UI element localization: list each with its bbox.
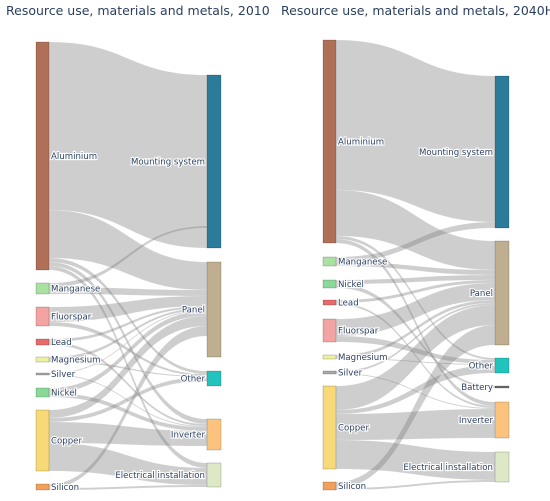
target-node-panel xyxy=(494,240,510,346)
source-node-magnesium xyxy=(322,354,337,360)
link-copper-to-electrical-installation xyxy=(335,439,496,481)
chart-title: Resource use, materials and metals, 2010 xyxy=(6,3,270,18)
sankey-nodes: Aluminium Manganese Fluorspar Lead Magnesium… xyxy=(35,41,222,494)
chart-title: Resource use, materials and metals, 2040… xyxy=(281,3,550,18)
source-label-magnesium: Magnesium xyxy=(51,356,101,366)
source-node-fluorspar xyxy=(35,306,50,327)
target-node-other xyxy=(206,370,222,387)
target-node-mounting-system xyxy=(494,75,510,229)
source-label-silicon: Silicon xyxy=(51,483,79,493)
target-node-mounting-system xyxy=(206,74,222,249)
source-node-nickel xyxy=(322,279,337,289)
sankey-nodes: Aluminium Manganese Nickel Lead Fluorspar Mag… xyxy=(322,39,510,493)
source-label-silicon: Silicon xyxy=(338,482,366,492)
source-node-manganese xyxy=(35,282,50,295)
source-label-nickel: Nickel xyxy=(338,280,364,290)
source-label-lead: Lead xyxy=(338,299,359,309)
sankey-links xyxy=(48,41,208,491)
target-label-panel: Panel xyxy=(470,289,493,299)
source-node-lead xyxy=(322,299,337,306)
source-node-lead xyxy=(35,338,50,346)
source-label-aluminium: Aluminium xyxy=(338,138,384,148)
source-label-aluminium: Aluminium xyxy=(51,152,97,162)
target-node-inverter xyxy=(206,418,222,451)
source-node-aluminium xyxy=(35,41,50,271)
source-node-manganese xyxy=(322,256,337,267)
sankey-links xyxy=(335,39,496,491)
source-label-manganese: Manganese xyxy=(338,258,387,268)
source-node-silver xyxy=(35,372,50,376)
link-fluorspar-to-panel xyxy=(48,295,208,323)
target-label-electrical-installation: Electrical installation xyxy=(115,471,205,481)
source-node-nickel xyxy=(35,387,50,398)
source-node-silicon xyxy=(322,481,337,491)
target-node-inverter xyxy=(494,401,510,439)
target-label-other: Other xyxy=(469,362,494,372)
source-node-silver xyxy=(322,370,337,375)
target-label-panel: Panel xyxy=(182,306,205,316)
sankey-diagram-2010: Aluminium Manganese Fluorspar Lead Magnesium… xyxy=(35,41,222,494)
source-label-lead: Lead xyxy=(51,338,72,348)
target-node-other xyxy=(494,357,510,374)
target-label-other: Other xyxy=(181,375,206,385)
sankey-panel-2010: Resource use, materials and metals, 2010… xyxy=(6,3,270,494)
source-node-aluminium xyxy=(322,39,337,244)
source-label-fluorspar: Fluorspar xyxy=(51,313,92,323)
sankey-panel-2040h: Resource use, materials and metals, 2040… xyxy=(275,0,550,501)
sankey-diagram-2040h: Aluminium Manganese Nickel Lead Fluorspar Mag… xyxy=(322,39,510,493)
target-label-electrical-installation: Electrical installation xyxy=(403,463,493,473)
source-label-copper: Copper xyxy=(338,424,369,434)
source-label-magnesium: Magnesium xyxy=(338,353,388,363)
target-node-electrical-installation xyxy=(206,462,222,488)
target-label-battery: Battery xyxy=(461,383,493,393)
target-label-inverter: Inverter xyxy=(171,431,206,441)
target-label-mounting-system: Mounting system xyxy=(419,148,493,158)
source-label-manganese: Manganese xyxy=(51,285,100,295)
source-label-fluorspar: Fluorspar xyxy=(338,327,379,337)
target-label-inverter: Inverter xyxy=(459,416,494,426)
source-label-silver: Silver xyxy=(338,369,363,379)
target-node-battery xyxy=(494,385,510,389)
source-node-silicon xyxy=(35,483,50,491)
source-node-copper xyxy=(322,385,337,470)
target-label-mounting-system: Mounting system xyxy=(131,158,205,168)
source-label-silver: Silver xyxy=(51,370,76,380)
target-node-panel xyxy=(206,261,222,358)
source-label-copper: Copper xyxy=(51,437,82,447)
source-label-nickel: Nickel xyxy=(51,389,77,399)
source-node-copper xyxy=(35,409,50,472)
source-node-magnesium xyxy=(35,356,50,363)
target-node-electrical-installation xyxy=(494,451,510,483)
source-node-fluorspar xyxy=(322,318,337,343)
